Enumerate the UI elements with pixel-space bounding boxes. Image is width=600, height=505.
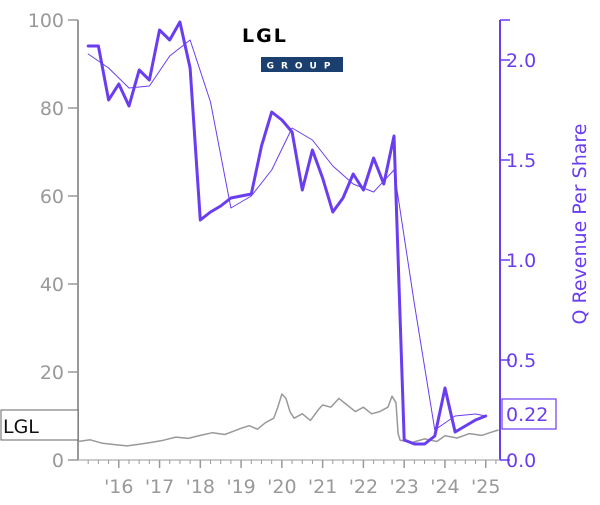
x-tick-label: '21 (308, 476, 337, 498)
x-tick-label: '23 (389, 476, 418, 498)
x-axis-ticks: '16 '17 '18 '19 '20 '21 '22 '23 '24 '25 (87, 460, 500, 498)
left-axis-ticks: 0 20 40 60 80 100 (28, 10, 78, 472)
logo-sub: GROUP (267, 62, 338, 72)
right-axis-title: Q Revenue Per Share (569, 124, 591, 325)
logo-bar (261, 57, 343, 72)
price-label-box: LGL (0, 409, 79, 441)
right-tick-label: 0.5 (506, 350, 536, 372)
right-tick-label: 2.0 (506, 50, 536, 72)
left-tick-label: 80 (40, 98, 64, 120)
right-tick-label: 1.5 (506, 150, 536, 172)
right-tick-label: 0.0 (506, 450, 536, 472)
price-label-text: LGL (3, 416, 39, 438)
right-axis-ticks: 0.0 0.5 1.0 1.5 2.0 (500, 19, 536, 472)
left-tick-label: 0 (52, 450, 64, 472)
company-logo: LGL GROUP (242, 25, 343, 72)
price-line (77, 393, 499, 447)
x-tick-label: '24 (430, 476, 459, 498)
right-tick-label: 1.0 (506, 250, 536, 272)
revenue-line (86, 20, 488, 446)
logo-name: LGL (242, 25, 288, 47)
left-tick-label: 20 (40, 362, 64, 384)
series-layer (77, 20, 499, 447)
x-tick-label: '16 (104, 476, 133, 498)
x-tick-label: '19 (226, 476, 255, 498)
left-tick-label: 40 (40, 274, 64, 296)
x-tick-label: '22 (349, 476, 378, 498)
left-tick-label: 100 (28, 10, 64, 32)
revenue-trend-line (87, 39, 487, 431)
left-tick-label: 60 (40, 186, 64, 208)
revenue-label-box: 0.22 (501, 398, 557, 430)
revenue-label-text: 0.22 (506, 404, 548, 426)
x-tick-label: '18 (186, 476, 215, 498)
x-tick-label: '20 (267, 476, 296, 498)
x-tick-label: '17 (145, 476, 174, 498)
x-tick-label: '25 (471, 476, 500, 498)
